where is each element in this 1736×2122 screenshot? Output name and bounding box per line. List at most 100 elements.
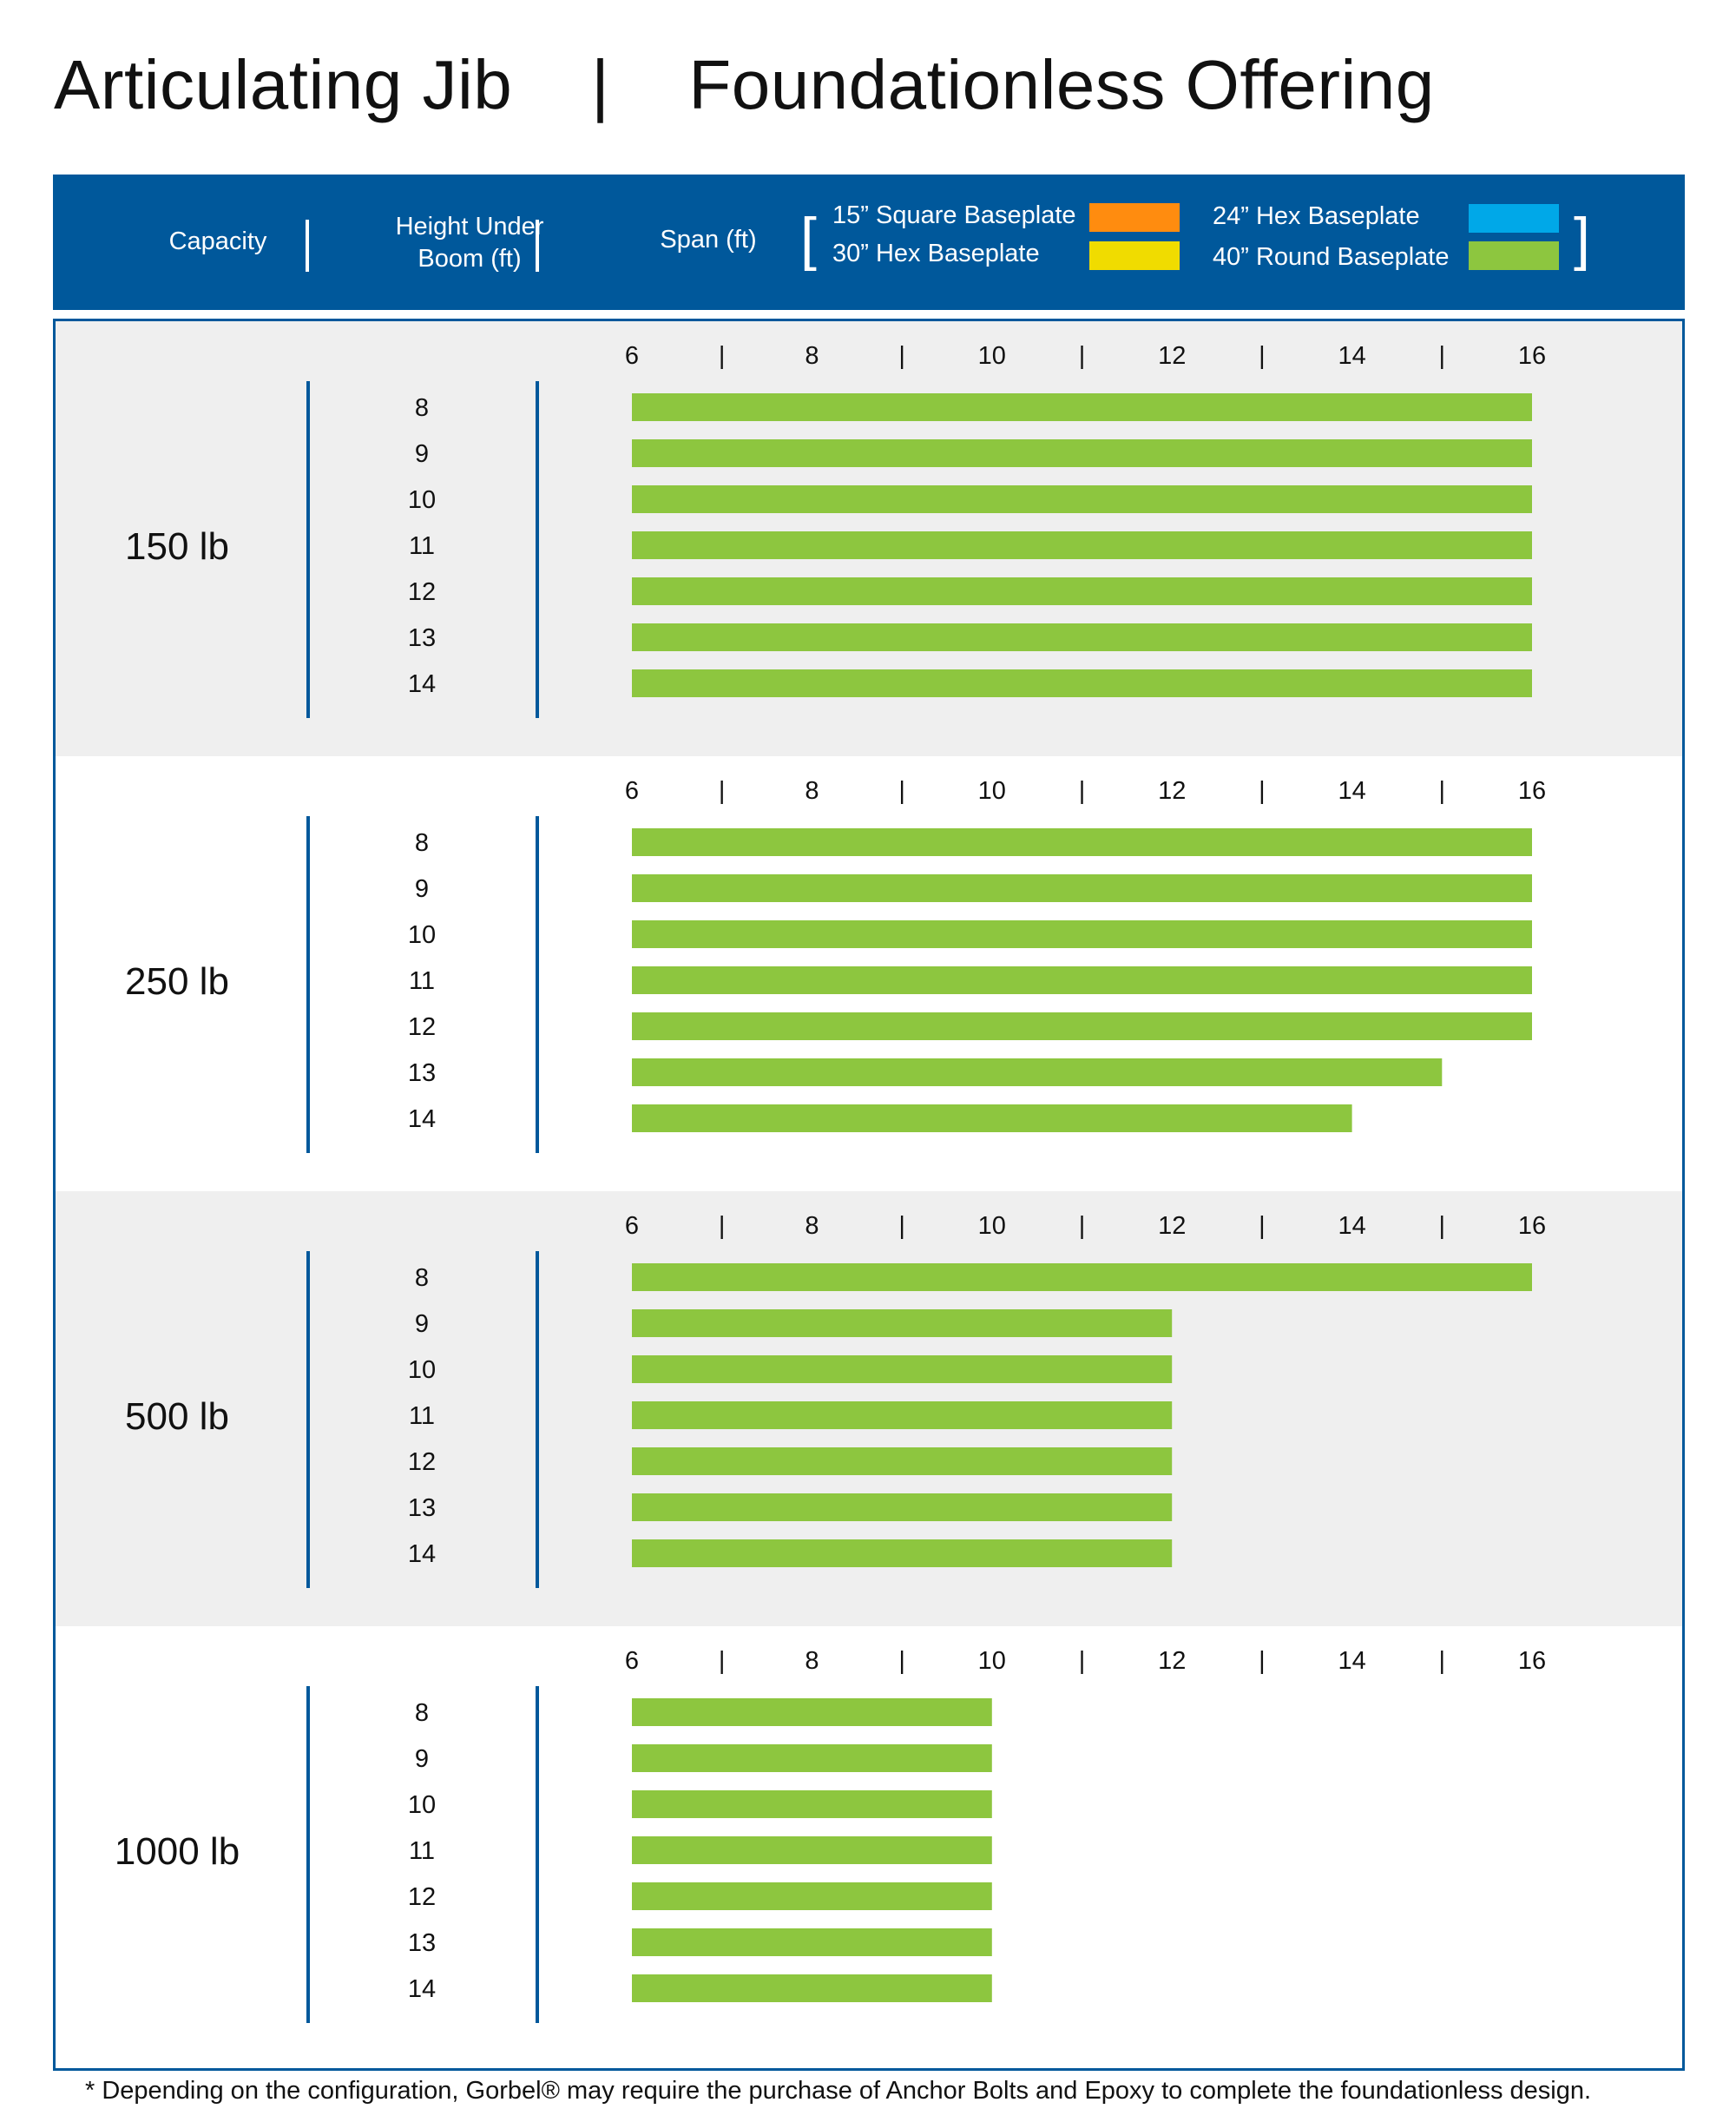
span-bar	[632, 531, 1532, 559]
header-height: Height Under Boom (ft)	[339, 211, 600, 275]
legend-label-15-square: 15” Square Baseplate	[832, 201, 1076, 229]
height-label: 14	[408, 1975, 436, 2003]
span-bar	[632, 1539, 1173, 1567]
height-label: 10	[408, 921, 436, 949]
axis-tick-label: 6	[625, 1647, 639, 1675]
axis-tick-label: |	[1439, 1212, 1446, 1240]
capacity-label: 1000 lb	[115, 1830, 240, 1873]
header-height-line2: Boom (ft)	[418, 245, 522, 273]
span-bar	[632, 485, 1532, 513]
span-bar	[632, 1698, 992, 1726]
legend-label-40-round: 40” Round Baseplate	[1213, 243, 1450, 271]
column-divider	[306, 816, 310, 1153]
span-bar	[632, 1309, 1173, 1337]
legend-label-24-hex: 24” Hex Baseplate	[1213, 202, 1420, 230]
axis-tick-label: 16	[1518, 777, 1546, 805]
height-label: 9	[415, 1745, 429, 1773]
axis-tick-label: 14	[1338, 342, 1365, 370]
axis-tick-label: |	[719, 342, 726, 370]
height-label: 9	[415, 875, 429, 903]
chart-frame: 150 lb 6 | 8 | 10 | 12 | 14 | 16 8 9 10 11 12 13 14 250 lb 6…	[53, 319, 1685, 2071]
span-bar	[632, 1263, 1532, 1291]
axis-tick-label: |	[1439, 1647, 1446, 1675]
span-bar	[632, 623, 1532, 651]
span-bar	[632, 874, 1532, 902]
span-bar	[632, 1104, 1352, 1132]
axis-tick-label: 14	[1338, 1212, 1365, 1240]
axis-tick-label: 14	[1338, 777, 1365, 805]
span-chart: 150 lb 6 | 8 | 10 | 12 | 14 | 16 8 9 10 11 12 13 14 250 lb 6…	[56, 321, 1682, 2061]
height-label: 8	[415, 1699, 429, 1727]
axis-tick-label: |	[1259, 777, 1266, 805]
header-separator	[536, 220, 539, 272]
height-label: 9	[415, 1310, 429, 1338]
table-header: Capacity Height Under Boom (ft) Span (ft…	[53, 175, 1685, 310]
axis-tick-label: 12	[1158, 1647, 1186, 1675]
axis-tick-label: 12	[1158, 342, 1186, 370]
axis-tick-label: |	[1259, 1647, 1266, 1675]
legend-bracket-open: [	[800, 206, 817, 272]
title-right: Foundationless Offering	[688, 46, 1435, 123]
page-title: Articulating Jib | Foundationless Offeri…	[54, 45, 1435, 125]
span-bar	[632, 920, 1532, 948]
height-label: 11	[409, 1402, 435, 1430]
axis-tick-label: 12	[1158, 777, 1186, 805]
axis-tick-label: |	[898, 1647, 905, 1675]
axis-tick-label: 16	[1518, 1647, 1546, 1675]
axis-tick-label: |	[1439, 342, 1446, 370]
height-label: 12	[408, 1013, 436, 1041]
height-label: 14	[408, 1105, 436, 1133]
legend-swatch-30-hex	[1089, 241, 1180, 270]
axis-tick-label: |	[898, 342, 905, 370]
height-label: 12	[408, 578, 436, 606]
header-height-line1: Height Under	[395, 213, 544, 241]
span-bar	[632, 828, 1532, 856]
height-label: 12	[408, 1883, 436, 1911]
column-divider	[536, 381, 539, 718]
axis-tick-label: |	[1439, 777, 1446, 805]
legend-swatch-40-round	[1469, 241, 1559, 270]
axis-tick-label: |	[1079, 1647, 1086, 1675]
header-separator	[306, 220, 309, 272]
legend-bracket-close: ]	[1574, 206, 1590, 272]
legend-label-30-hex: 30” Hex Baseplate	[832, 240, 1040, 267]
axis-tick-label: |	[719, 1647, 726, 1675]
header-capacity: Capacity	[168, 227, 267, 255]
height-label: 13	[408, 1059, 436, 1087]
column-divider	[536, 816, 539, 1153]
axis-tick-label: 6	[625, 777, 639, 805]
span-bar	[632, 966, 1532, 994]
column-divider	[536, 1686, 539, 2023]
span-bar	[632, 1928, 992, 1956]
capacity-label: 500 lb	[125, 1395, 229, 1438]
legend-swatch-15-square	[1089, 203, 1180, 232]
span-bar	[632, 577, 1532, 605]
axis-tick-label: 6	[625, 1212, 639, 1240]
height-label: 12	[408, 1448, 436, 1476]
axis-tick-label: |	[898, 1212, 905, 1240]
height-label: 8	[415, 1264, 429, 1292]
capacity-label: 250 lb	[125, 960, 229, 1003]
column-divider	[306, 1686, 310, 2023]
height-label: 11	[409, 967, 435, 995]
capacity-label: 150 lb	[125, 525, 229, 568]
height-label: 14	[408, 670, 436, 698]
axis-tick-label: |	[719, 1212, 726, 1240]
span-bar	[632, 1882, 992, 1910]
axis-tick-label: |	[1079, 777, 1086, 805]
title-separator: |	[591, 46, 610, 123]
column-divider	[536, 1251, 539, 1588]
height-label: 11	[409, 532, 435, 560]
span-bar	[632, 1790, 992, 1818]
height-label: 9	[415, 440, 429, 468]
axis-tick-label: |	[1259, 342, 1266, 370]
span-bar	[632, 1447, 1173, 1475]
axis-tick-label: |	[1079, 1212, 1086, 1240]
axis-tick-label: 16	[1518, 342, 1546, 370]
span-bar	[632, 1836, 992, 1864]
axis-tick-label: 16	[1518, 1212, 1546, 1240]
axis-tick-label: |	[719, 777, 726, 805]
height-label: 10	[408, 1356, 436, 1384]
header-span: Span (ft)	[660, 226, 757, 254]
axis-tick-label: 6	[625, 342, 639, 370]
